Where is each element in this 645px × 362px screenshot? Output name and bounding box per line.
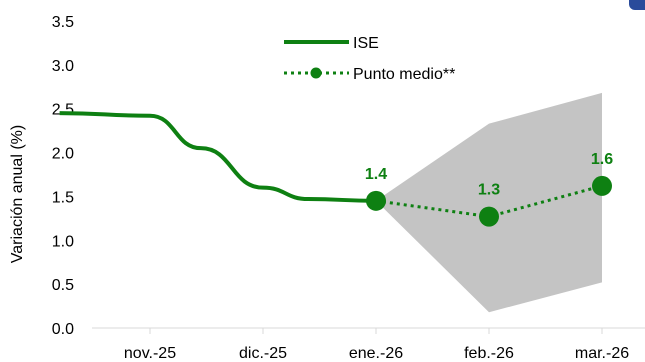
legend-label-punto-medio: Punto medio** [353,66,455,83]
data-label: 1.3 [478,182,500,199]
y-tick-label: 1.0 [52,233,74,250]
x-tick-label: ene.-26 [349,345,403,362]
data-label: 1.6 [591,151,613,168]
y-tick-label: 2.5 [52,102,74,119]
x-tick-label: mar.-26 [575,345,629,362]
corner-tab [629,0,645,10]
y-tick-label: 3.5 [52,14,74,31]
series-marker-punto-medio [592,175,612,196]
y-axis-title-group: Variación anual (%) [9,125,26,263]
uncertainty-band [376,92,602,313]
y-tick-label: 0.0 [52,321,74,338]
series-marker-punto-medio [479,206,499,227]
y-tick-label: 1.5 [52,189,74,206]
x-tick-label: dic.-25 [239,345,287,362]
legend-marker-punto-medio [310,67,322,79]
y-tick-label: 2.0 [52,146,74,163]
y-axis-title: Variación anual (%) [9,125,26,263]
data-label: 1.4 [365,166,387,183]
legend-label-ise: ISE [353,35,379,52]
x-tick-label: nov.-25 [124,345,176,362]
y-tick-label: 3.0 [52,58,74,75]
series-marker-punto-medio [366,190,386,211]
y-tick-label: 0.5 [52,277,74,294]
series-line-ise [59,111,377,203]
x-tick-label: feb.-26 [464,345,514,362]
